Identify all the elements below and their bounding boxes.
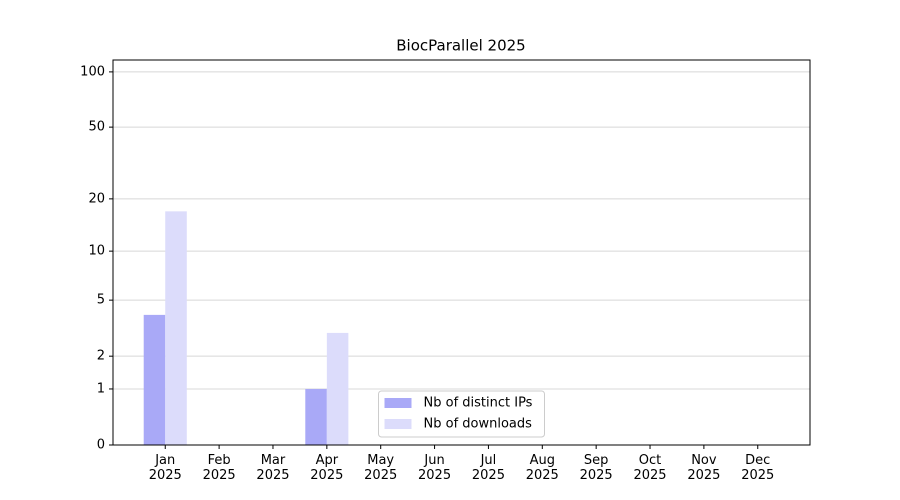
chart-title: BiocParallel 2025 (396, 37, 525, 55)
y-tick-label: 10 (88, 244, 105, 259)
x-tick-label: Jul 2025 (471, 453, 505, 483)
y-tick-label: 5 (97, 293, 105, 308)
legend-box (378, 390, 545, 438)
bar (326, 332, 349, 445)
bar (143, 314, 166, 445)
legend-swatch (384, 398, 412, 408)
y-tick-label: 1 (97, 381, 105, 396)
bar (305, 388, 327, 445)
x-tick-label: Aug 2025 (525, 453, 559, 483)
y-tick-label: 50 (88, 120, 105, 135)
y-tick-label: 20 (88, 191, 105, 206)
x-tick-label: May 2025 (364, 453, 398, 483)
y-tick-label: 2 (97, 349, 105, 364)
bar (165, 211, 187, 445)
x-tick-label: Jun 2025 (418, 453, 452, 483)
legend: Nb of distinct IPs Nb of downloads (378, 390, 545, 438)
x-tick-label: Feb 2025 (202, 453, 236, 483)
x-tick-label: Sep 2025 (579, 453, 613, 483)
x-tick-label: Dec 2025 (741, 453, 775, 483)
y-tick-label: 100 (80, 64, 105, 79)
x-tick-label: Mar 2025 (256, 453, 290, 483)
y-tick-label: 0 (97, 438, 105, 453)
x-tick-label: Oct 2025 (633, 453, 667, 483)
x-tick-label: Apr 2025 (310, 453, 344, 483)
x-tick-label: Nov 2025 (687, 453, 721, 483)
legend-label: Nb of downloads (424, 417, 533, 432)
legend-swatch (384, 419, 412, 429)
legend-label: Nb of distinct IPs (424, 396, 533, 411)
plot-frame (112, 59, 811, 446)
x-tick-label: Jan 2025 (148, 453, 182, 483)
